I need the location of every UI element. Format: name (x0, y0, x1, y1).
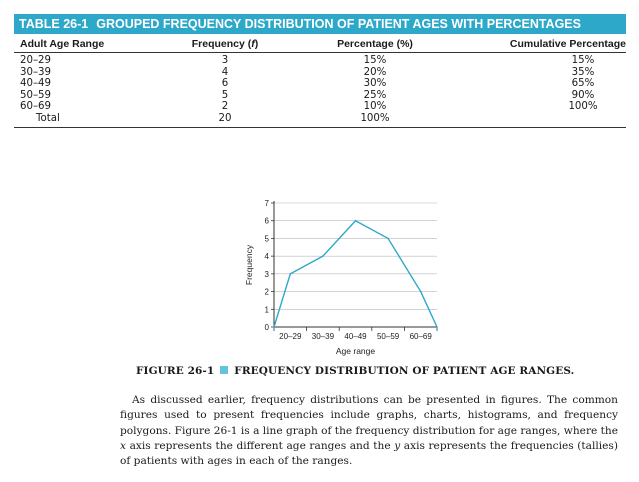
data-point (419, 290, 422, 293)
cell-cumulative: 35% (571, 66, 595, 78)
cell-cumulative: 100% (568, 101, 598, 113)
cell-total-label: Total (14, 112, 160, 128)
table-row: 30–39 4 20% 35% (14, 67, 626, 79)
table-total-row: Total 20 100% (14, 112, 626, 128)
x-tick-label: 60–69 (410, 332, 433, 341)
col-header-age-range: Adult Age Range (14, 36, 160, 53)
data-point (387, 237, 389, 240)
cell-frequency: 2 (221, 101, 229, 113)
table-title-bar: TABLE 26-1 GROUPED FREQUENCY DISTRIBUTION… (14, 14, 626, 34)
cell-cumulative: 65% (571, 78, 595, 90)
data-point (273, 326, 275, 328)
col-header-cumulative: Cumulative Percentage (460, 36, 626, 53)
figure-caption-text: FREQUENCY DISTRIBUTION OF PATIENT AGE RA… (234, 365, 575, 377)
data-point (289, 273, 292, 275)
table-header-row: Adult Age Range Frequency (f) Percentage… (14, 36, 626, 53)
cell-percentage: 15% (363, 55, 387, 66)
y-tick-label: 4 (265, 252, 270, 261)
body-paragraph-text: As discussed earlier, frequency distribu… (120, 394, 618, 468)
col-header-frequency: Frequency (f) (160, 36, 290, 53)
y-axis-label: Frequency (244, 244, 254, 285)
y-tick-label: 7 (265, 199, 270, 208)
frequency-table: Adult Age Range Frequency (f) Percentage… (14, 36, 626, 128)
cell-frequency: 5 (221, 89, 229, 101)
cell-total-frequency: 20 (160, 112, 290, 128)
x-axis-label: Age range (336, 346, 375, 356)
cell-percentage: 20% (363, 66, 387, 78)
x-tick-label: 30–39 (312, 332, 335, 341)
y-tick-label: 5 (265, 234, 270, 243)
cell-frequency: 4 (221, 66, 229, 78)
table-title: GROUPED FREQUENCY DISTRIBUTION OF PATIEN… (96, 17, 581, 31)
cell-total-percentage: 100% (290, 112, 460, 128)
table-row: 20–29 3 15% 15% (14, 53, 626, 67)
cell-percentage: 25% (363, 89, 387, 101)
cell-frequency: 3 (221, 55, 229, 66)
cell-range: 50–59 (20, 89, 52, 101)
cell-percentage: 10% (363, 101, 387, 113)
col-header-percentage: Percentage (%) (290, 36, 460, 53)
table-row: 50–59 5 25% 90% (14, 90, 626, 102)
caption-square-icon (220, 366, 229, 374)
cell-range: 60–69 (20, 101, 52, 113)
y-tick-label: 1 (265, 305, 270, 314)
data-point (322, 255, 324, 257)
x-tick-label: 20–29 (279, 332, 302, 341)
cell-frequency: 6 (221, 78, 229, 90)
y-tick-label: 3 (265, 270, 270, 279)
y-tick-label: 2 (265, 288, 270, 297)
body-paragraph: As discussed earlier, frequency distribu… (120, 393, 618, 469)
cell-percentage: 30% (363, 78, 387, 90)
cell-range: 40–49 (20, 78, 52, 90)
figure-caption: FIGURE 26-1 FREQUENCY DISTRIBUTION OF PAT… (136, 365, 574, 377)
table-number: TABLE 26-1 (19, 17, 89, 31)
cell-cumulative: 15% (571, 55, 595, 66)
y-tick-label: 6 (265, 217, 270, 226)
figure-number: FIGURE 26-1 (136, 365, 215, 377)
x-tick-label: 50–59 (377, 332, 400, 341)
x-tick-label: 40–49 (344, 332, 367, 341)
cell-range: 20–29 (20, 55, 52, 66)
y-tick-label: 0 (265, 323, 270, 332)
table-row: 40–49 6 30% 65% (14, 78, 626, 90)
cell-cumulative: 90% (571, 89, 595, 101)
table-row: 60–69 2 10% 100% (14, 101, 626, 113)
cell-range: 30–39 (20, 66, 52, 78)
data-point (354, 219, 357, 222)
data-point (436, 326, 438, 328)
